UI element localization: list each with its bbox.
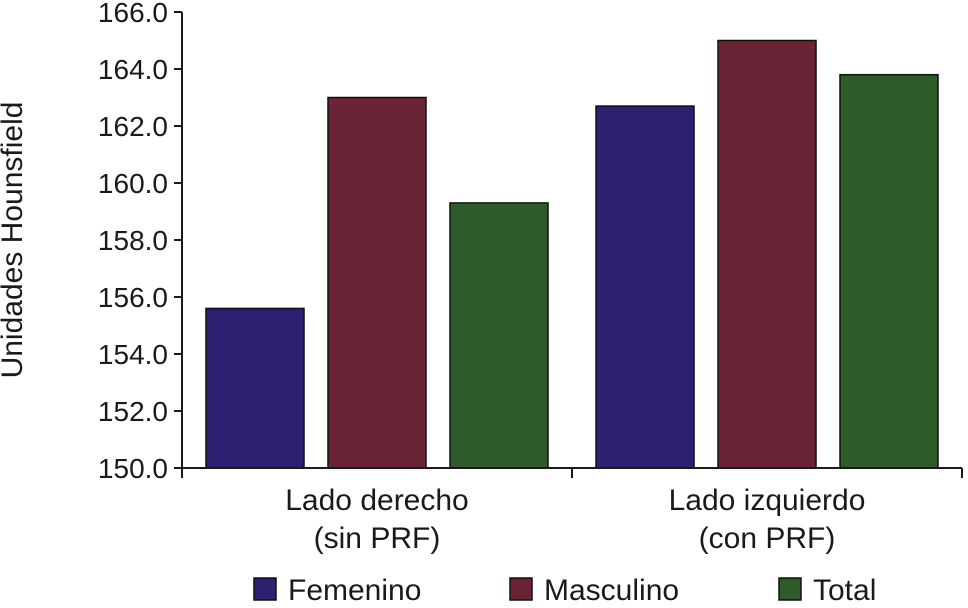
y-tick-label: 162.0 bbox=[98, 111, 168, 142]
bar-femenino-1 bbox=[595, 105, 695, 469]
bars-group bbox=[205, 39, 939, 469]
y-tick-label: 164.0 bbox=[98, 54, 168, 85]
bar-total-1 bbox=[839, 73, 939, 469]
y-tick-label: 160.0 bbox=[98, 168, 168, 199]
y-tick-label: 156.0 bbox=[98, 282, 168, 313]
legend-swatch-femenino bbox=[253, 577, 277, 601]
legend-label-femenino: Femenino bbox=[288, 574, 421, 607]
category-label: Lado derecho bbox=[285, 484, 469, 517]
bar-femenino-0 bbox=[205, 307, 305, 469]
bar-masculino-1 bbox=[717, 39, 817, 469]
y-tick-label: 154.0 bbox=[98, 339, 168, 370]
legend-swatch-masculino bbox=[509, 577, 533, 601]
bar-masculino-0 bbox=[327, 96, 427, 469]
y-tick-label: 158.0 bbox=[98, 225, 168, 256]
category-label: (sin PRF) bbox=[314, 522, 441, 555]
y-tick-label: 150.0 bbox=[98, 453, 168, 484]
y-ticks: 150.0 152.0 154.0 156.0 158.0 160.0 162.0 164.0… bbox=[98, 0, 182, 484]
x-ticks bbox=[181, 468, 963, 478]
y-tick-label: 152.0 bbox=[98, 396, 168, 427]
legend-label-total: Total bbox=[813, 574, 876, 607]
bar-total-0 bbox=[449, 202, 549, 469]
category-label: Lado izquierdo bbox=[669, 484, 866, 517]
y-tick-label: 166.0 bbox=[98, 0, 168, 28]
legend-label-masculino: Masculino bbox=[544, 574, 679, 607]
legend-swatch-total bbox=[778, 577, 802, 601]
category-labels: Lado derecho (sin PRF) Lado izquierdo (con … bbox=[285, 484, 865, 555]
y-axis-title: Unidades Hounsfield bbox=[0, 102, 29, 379]
category-label: (con PRF) bbox=[699, 522, 836, 555]
legend: Femenino Masculino Total bbox=[253, 574, 876, 607]
